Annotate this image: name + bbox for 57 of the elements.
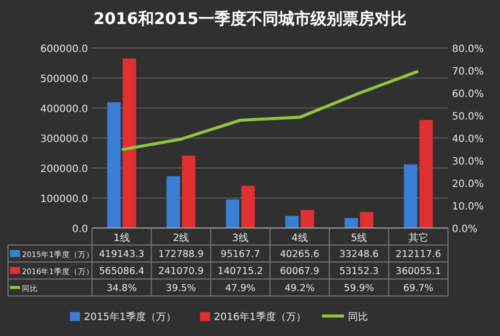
y-tick-label: 0.0: [72, 224, 88, 235]
y2-tick-label: 80.0%: [452, 44, 484, 55]
y2-tick-label: 0.0%: [452, 224, 478, 235]
x-tick-label: 5线: [350, 232, 368, 244]
bar: [182, 156, 196, 228]
x-tick-label: 1线: [113, 232, 130, 244]
chart-title: 2016和2015一季度不同城市级别票房对比: [93, 9, 407, 28]
data-label: 33248.6: [339, 249, 379, 260]
y2-tick-label: 60.0%: [452, 89, 484, 100]
bar: [344, 218, 358, 228]
data-label: 140715.2: [218, 266, 264, 277]
y2-tick-label: 50.0%: [452, 112, 484, 122]
data-label: 241070.9: [158, 266, 204, 277]
y2-tick-label: 70.0%: [452, 66, 484, 78]
data-label: 59.9%: [344, 283, 374, 294]
data-label: 47.9%: [225, 283, 256, 294]
x-tick-label: 4线: [291, 232, 308, 244]
data-label: 565086.4: [98, 266, 144, 277]
data-label: 419143.3: [98, 249, 144, 260]
bar: [226, 199, 240, 228]
y-tick-label: 400000.0: [40, 104, 88, 115]
text: 2015年1季度（万）: [84, 312, 176, 323]
y2-tick-label: 10.0%: [452, 202, 484, 212]
text: 同比: [348, 312, 368, 323]
y2-tick-label: 30.0%: [452, 156, 484, 168]
x-tick-label: 2线: [172, 232, 190, 244]
line-series: [120, 70, 420, 152]
data-label: 172788.9: [158, 249, 204, 260]
y-tick-label: 200000.0: [40, 164, 88, 175]
text: 2016年1季度（万）: [214, 312, 306, 323]
data-label: 60067.9: [280, 266, 320, 277]
y2-tick-label: 40.0%: [452, 134, 484, 145]
y-tick-label: 500000.0: [40, 74, 88, 85]
bar: [166, 176, 180, 228]
data-label: 95167.7: [220, 249, 260, 260]
y2-tick-label: 20.0%: [452, 179, 484, 190]
data-label: 39.5%: [166, 283, 196, 294]
data-label: 212117.6: [396, 249, 442, 260]
bar: [360, 212, 374, 228]
bar: [122, 58, 136, 228]
bar: [285, 216, 299, 228]
y-tick-label: 300000.0: [40, 134, 88, 145]
bar: [404, 164, 418, 228]
y-tick-label: 600000.0: [40, 44, 88, 55]
bar: [241, 186, 255, 228]
data-label: 49.2%: [284, 283, 315, 294]
data-label: 40265.6: [280, 249, 320, 260]
x-tick-label: 3线: [232, 232, 249, 244]
bar: [419, 120, 433, 228]
y-tick-label: 100000.0: [40, 194, 88, 205]
data-label: 360055.1: [396, 266, 442, 277]
bar: [300, 210, 314, 228]
data-label: 69.7%: [403, 283, 434, 294]
data-label: 53152.3: [339, 266, 379, 277]
x-tick-label: 其它: [408, 232, 428, 244]
bar: [107, 102, 121, 228]
data-label: 34.8%: [106, 283, 137, 294]
